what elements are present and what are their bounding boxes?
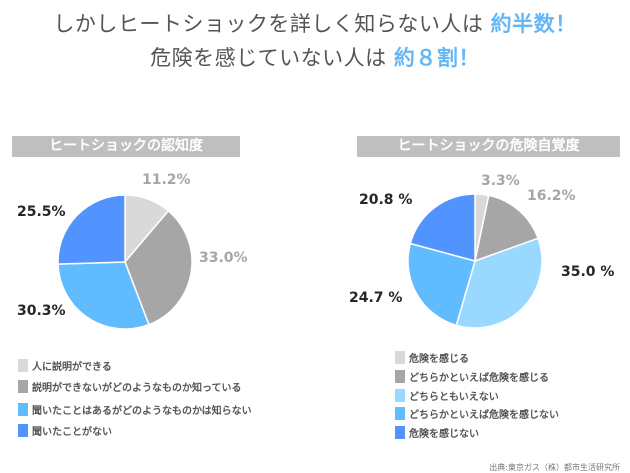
legend-swatch xyxy=(18,424,28,437)
pie-slice xyxy=(57,261,150,330)
data-label: 20.8 % xyxy=(359,192,413,208)
data-label: 30.3% xyxy=(17,303,66,319)
pie-slice xyxy=(124,209,193,326)
legend-item: 説明ができないがどのようなものか知っている xyxy=(18,379,242,394)
legend-swatch xyxy=(18,380,28,393)
legend-label: 説明ができないがどのようなものか知っている xyxy=(32,383,242,394)
legend-swatch xyxy=(18,359,28,372)
legend-swatch xyxy=(395,407,405,420)
legend-label: どちらともいえない xyxy=(409,392,499,403)
headline-line-1: しかしヒートショックを詳しく知らない人は 約半数！ xyxy=(0,8,630,38)
legend-swatch xyxy=(395,426,405,439)
legend-swatch xyxy=(395,389,405,402)
pie-slice xyxy=(57,194,126,265)
pie-slice xyxy=(455,237,543,329)
chart-1-title: ヒートショックの認知度 xyxy=(12,136,240,157)
legend-item: どちらかといえば危険を感じない xyxy=(395,406,559,421)
legend-item: どちらかといえば危険を感じる xyxy=(395,369,549,384)
legend-label: 危険を感じる xyxy=(409,354,469,365)
pie-slice xyxy=(407,242,476,327)
legend-item: 危険を感じる xyxy=(395,350,469,365)
legend-item: 人に説明ができる xyxy=(18,358,112,373)
data-label: 3.3% xyxy=(481,173,520,189)
chart-2-title: ヒートショックの危険自覚度 xyxy=(357,136,620,157)
headline-line-2: 危険を感じていない人は 約８割！ xyxy=(0,42,630,72)
data-label: 35.0 % xyxy=(561,264,615,280)
legend-label: 聞いたことがない xyxy=(32,427,112,438)
legend-item: どちらともいえない xyxy=(395,388,499,403)
headline-text: しかしヒートショックを詳しく知らない人は xyxy=(53,12,491,36)
data-label: 24.7 % xyxy=(349,290,403,306)
legend-label: 人に説明ができる xyxy=(32,362,112,373)
legend-label: 聞いたことはあるがどのようなものかは知らない xyxy=(32,406,252,417)
legend-swatch xyxy=(395,370,405,383)
legend-label: どちらかといえば危険を感じる xyxy=(409,373,549,384)
legend-swatch xyxy=(395,351,405,364)
legend-label: 危険を感じない xyxy=(409,429,479,440)
source-note: 出典:東京ガス（株）都市生活研究所 xyxy=(489,463,620,472)
data-label: 16.2% xyxy=(527,188,576,204)
legend-swatch xyxy=(18,403,28,416)
data-label: 25.5% xyxy=(17,204,66,220)
legend-item: 聞いたことがない xyxy=(18,423,112,438)
legend-item: 危険を感じない xyxy=(395,425,479,440)
data-label: 11.2% xyxy=(142,172,191,188)
headline-text: 危険を感じていない人は xyxy=(150,46,394,70)
legend-label: どちらかといえば危険を感じない xyxy=(409,410,559,421)
pie-slice xyxy=(409,193,476,262)
headline-highlight: 約８割！ xyxy=(393,46,480,70)
data-label: 33.0% xyxy=(199,250,248,266)
legend-item: 聞いたことはあるがどのようなものかは知らない xyxy=(18,402,252,417)
headline-highlight: 約半数！ xyxy=(490,12,577,36)
pie-slice xyxy=(473,194,539,263)
